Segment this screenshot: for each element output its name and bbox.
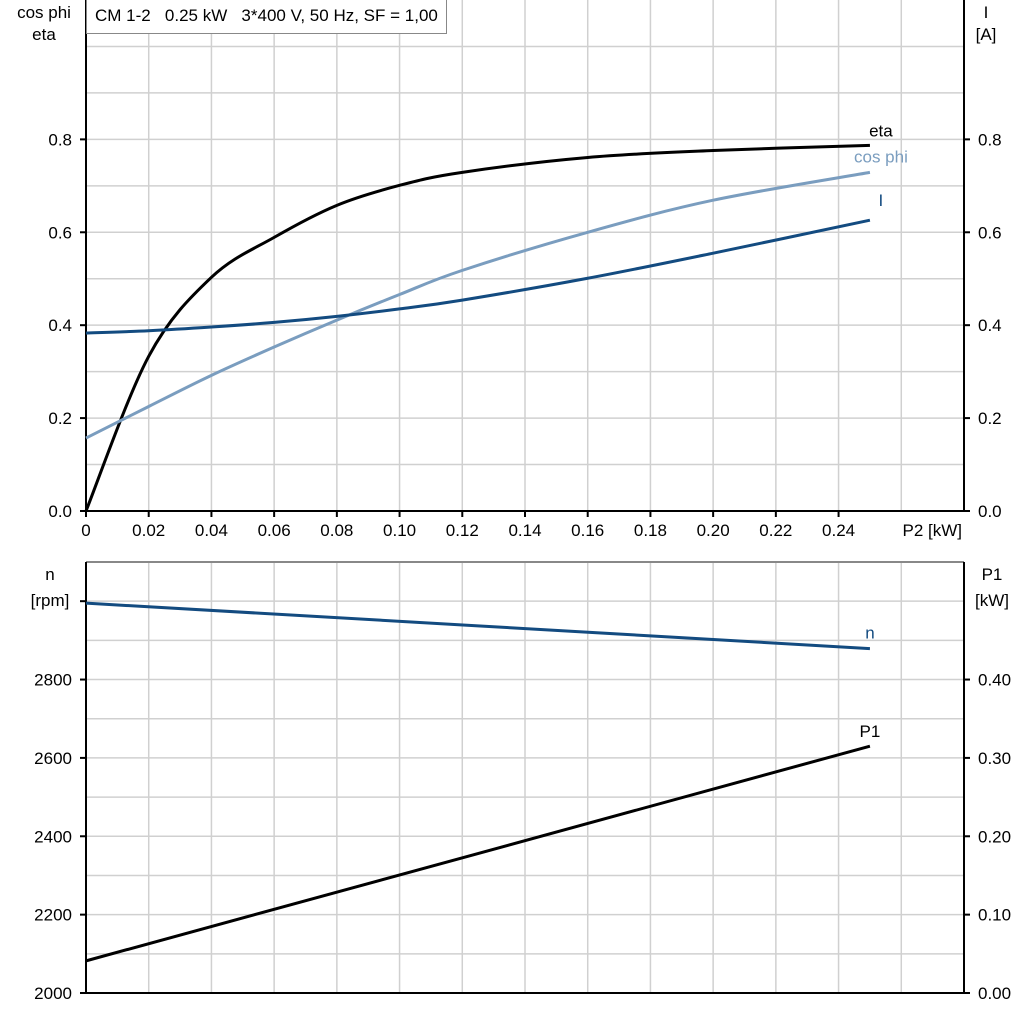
y-tick-label-right: 0.6 — [978, 223, 1002, 242]
y-axis-label-right: [kW] — [975, 591, 1009, 610]
axes — [80, 0, 970, 994]
x-tick-label: 0.02 — [132, 521, 165, 540]
curve-I — [85, 218, 871, 335]
y-tick-label-right: 0.4 — [978, 316, 1002, 335]
y-tick-label-left: 2400 — [34, 827, 72, 846]
curve-label-n: n — [865, 624, 874, 643]
y-tick-label-left: 2800 — [34, 671, 72, 690]
x-tick-label: 0.18 — [634, 521, 667, 540]
x-tick-label: 0.06 — [258, 521, 291, 540]
y-tick-label-left: 0.8 — [48, 130, 72, 149]
curve-label-eta: eta — [869, 121, 893, 140]
curve-label-P1: P1 — [860, 722, 881, 741]
curves — [84, 143, 871, 963]
y-tick-label-right: 0.40 — [978, 671, 1011, 690]
x-axis-label: P2 [kW] — [902, 521, 962, 540]
curve-cos-phi — [85, 170, 871, 440]
curve-label-I: I — [879, 191, 884, 210]
y-tick-label-right: 0.20 — [978, 827, 1011, 846]
y-tick-label-right: 0.30 — [978, 749, 1011, 768]
x-tick-label: 0.08 — [320, 521, 353, 540]
y-axis-label-left: n — [45, 565, 54, 584]
x-tick-label: 0.22 — [759, 521, 792, 540]
curve-eta — [84, 143, 870, 512]
y-tick-label-left: 0.6 — [48, 223, 72, 242]
y-tick-label-right: 0.8 — [978, 130, 1002, 149]
curve-n — [85, 601, 871, 651]
x-tick-label: 0.16 — [571, 521, 604, 540]
x-tick-label: 0.10 — [383, 521, 416, 540]
y-tick-label-left: 0.0 — [48, 502, 72, 521]
bottom-grid — [86, 561, 964, 993]
x-tick-label: 0.20 — [697, 521, 730, 540]
top-grid — [86, 0, 964, 511]
y-axis-label-right: P1 — [982, 565, 1003, 584]
curve-label-cos-phi: cos phi — [854, 147, 908, 166]
y-tick-label-right: 0.2 — [978, 409, 1002, 428]
labels: 0 0.02 0.04 0.06 0.08 0.10 0.12 0.14 0.16 0.18 0.2… — [17, 3, 1011, 1003]
y-tick-label-left: 2200 — [34, 906, 72, 925]
chart-title: CM 1-2 0.25 kW 3*400 V, 50 Hz, SF = 1,00 — [86, 0, 447, 34]
x-tick-label: 0.04 — [195, 521, 228, 540]
x-tick-label: 0.12 — [446, 521, 479, 540]
y-axis-label-right: [A] — [976, 25, 997, 44]
y-axis-label-right: I — [984, 3, 989, 22]
curve-P1 — [85, 744, 871, 963]
x-tick-label: 0.14 — [508, 521, 541, 540]
y-axis-label-left: cos phi — [17, 3, 71, 22]
y-tick-label-left: 0.2 — [48, 409, 72, 428]
y-tick-label-left: 2000 — [34, 984, 72, 1003]
y-tick-label-right: 0.10 — [978, 906, 1011, 925]
y-tick-label-right: 0.0 — [978, 502, 1002, 521]
y-axis-label-left: [rpm] — [31, 591, 70, 610]
y-tick-label-right: 0.00 — [978, 984, 1011, 1003]
y-tick-label-left: 0.4 — [48, 316, 72, 335]
x-tick-label: 0.24 — [822, 521, 855, 540]
y-tick-label-left: 2600 — [34, 749, 72, 768]
y-axis-label-left: eta — [32, 25, 56, 44]
x-tick-label: 0 — [81, 521, 90, 540]
